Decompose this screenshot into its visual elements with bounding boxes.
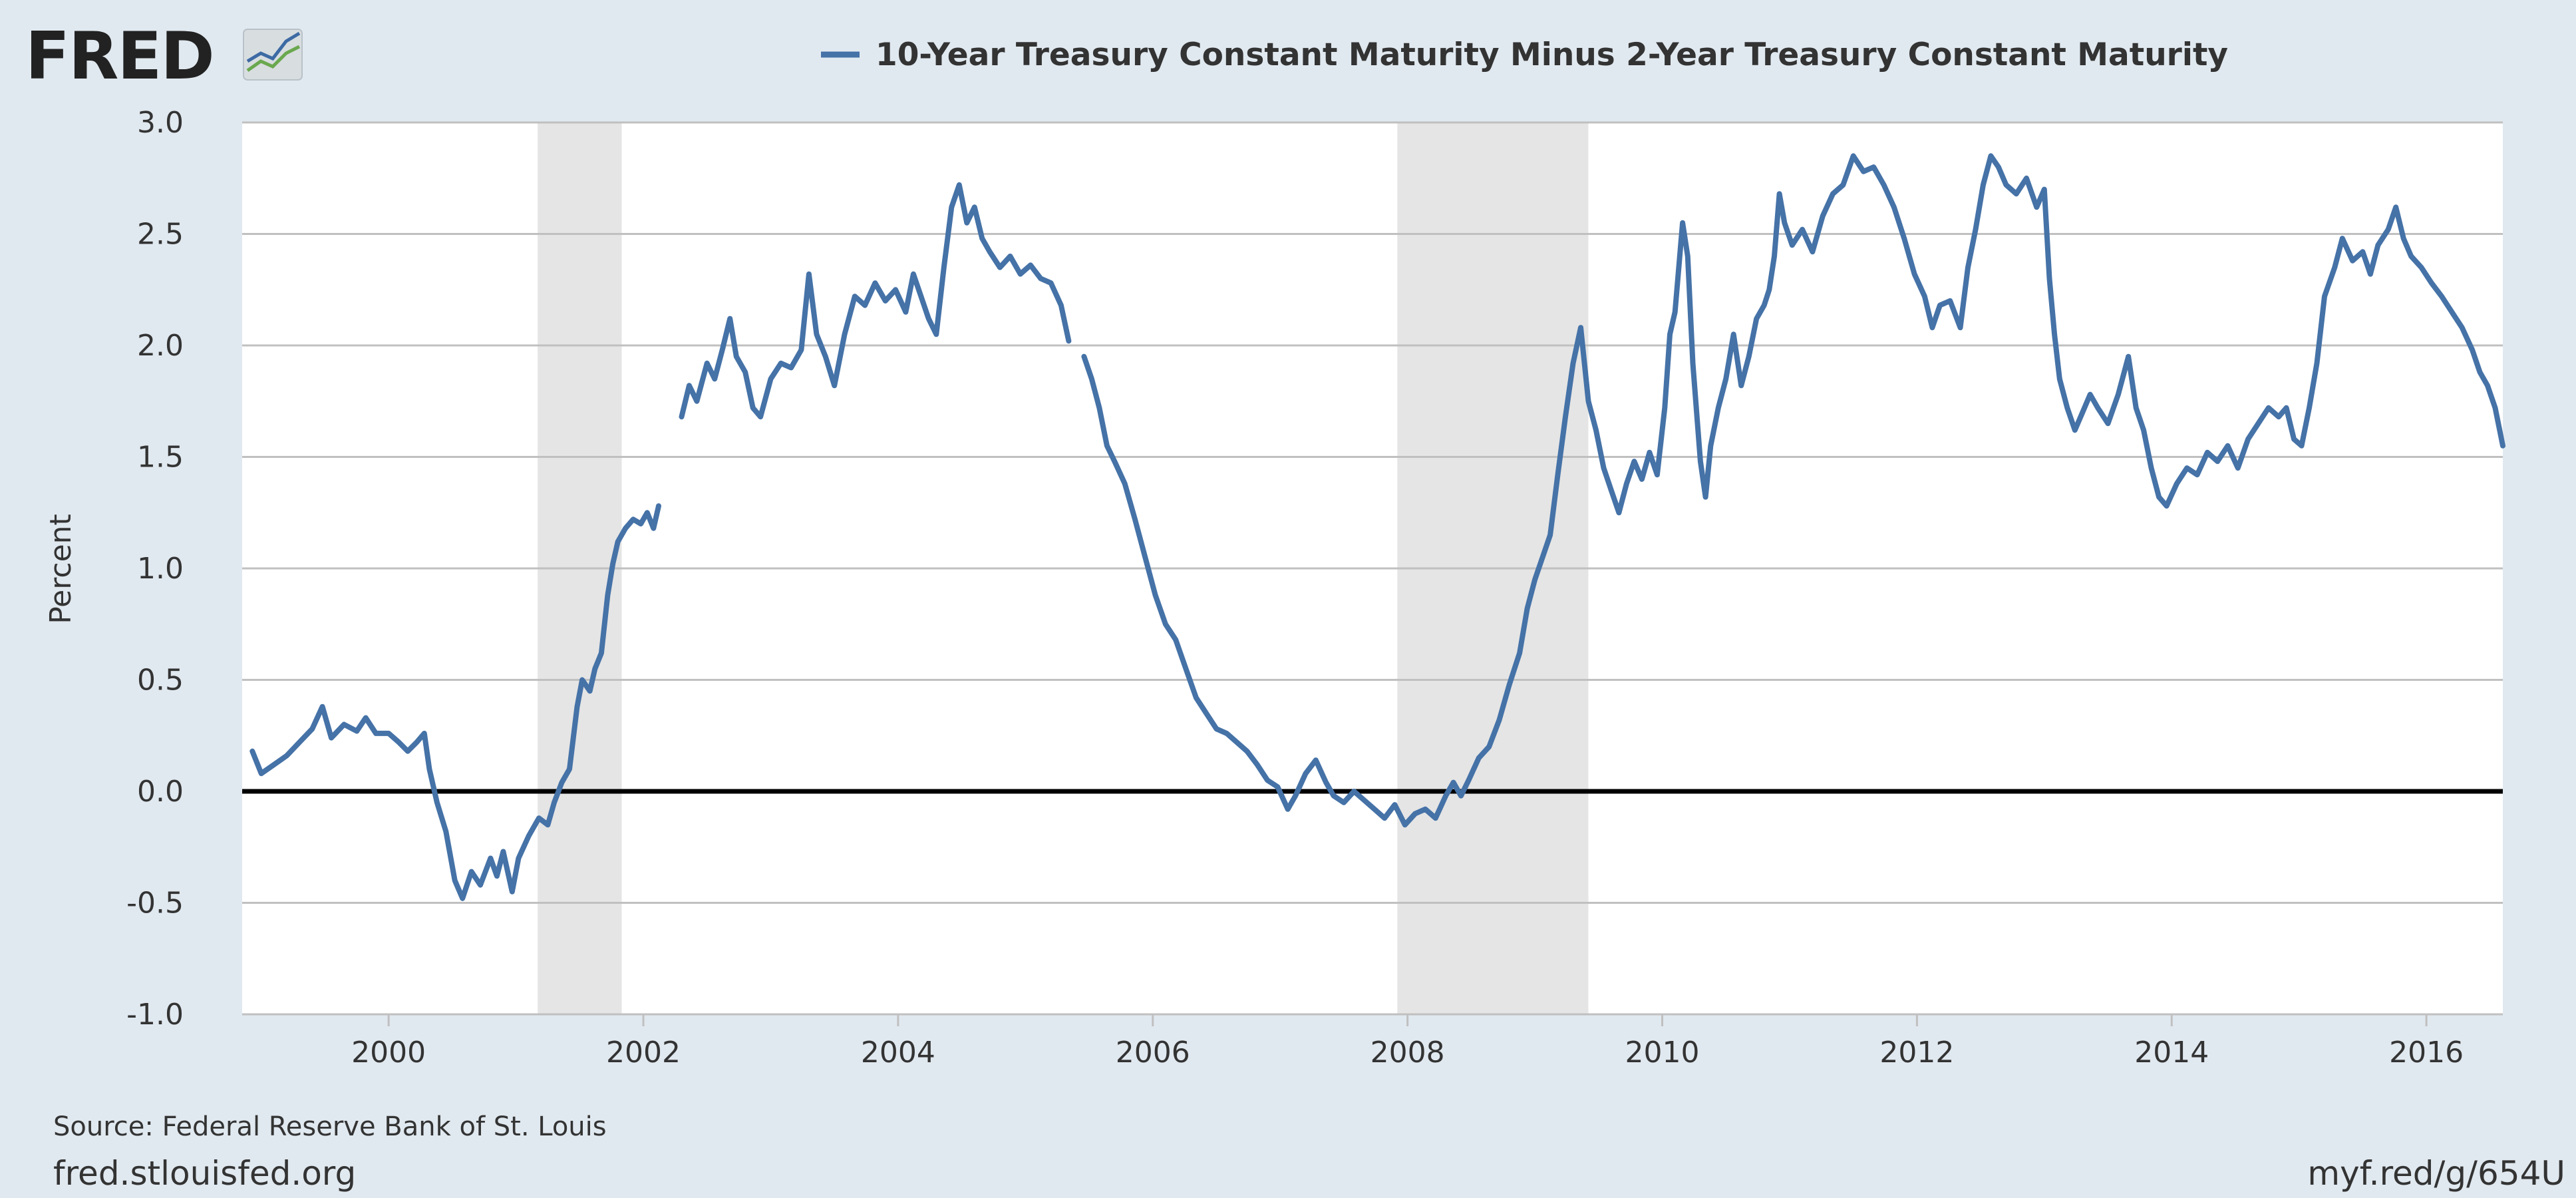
series-line-segment-1 (249, 503, 661, 901)
x-tick-label: 2004 (861, 1036, 935, 1070)
source-note: Source: Federal Reserve Bank of St. Loui… (53, 1111, 607, 1142)
x-tick-label: 2006 (1116, 1036, 1190, 1070)
x-tick-label: 2008 (1370, 1036, 1445, 1070)
fred-logo-text: FRED (25, 19, 214, 95)
x-tick-label: 2010 (1625, 1036, 1700, 1070)
y-tick-label: 2.5 (137, 218, 184, 252)
y-axis-ticks: 3.0 2.5 2.0 1.5 1.0 0.5 0.0 -0.5 -1.0 (126, 106, 184, 1032)
logo-icon-line-blue (246, 31, 301, 63)
x-tick-label: 2016 (2389, 1036, 2464, 1070)
logo-icon-line-green (246, 45, 301, 73)
series-line-segment-3 (1081, 153, 2505, 828)
x-tick-label: 2000 (351, 1036, 426, 1070)
site-link[interactable]: fred.stlouisfed.org (53, 1154, 356, 1193)
y-tick-label: 0.0 (137, 775, 184, 809)
series-line-segment-2 (679, 182, 1072, 420)
short-link[interactable]: myf.red/g/654U (2307, 1154, 2565, 1193)
x-axis-ticks: 2000 2002 2004 2006 2008 2010 2012 2014 2016 (351, 1014, 2464, 1070)
y-tick-label: 1.0 (137, 552, 184, 586)
x-tick-label: 2014 (2134, 1036, 2209, 1070)
y-tick-label: 2.0 (137, 329, 184, 363)
y-tick-label: -0.5 (126, 887, 184, 920)
logo-chart-icon (243, 29, 303, 81)
y-axis-title: Percent (44, 514, 78, 624)
legend-label: 10-Year Treasury Constant Maturity Minus… (876, 37, 2228, 73)
y-tick-label: 1.5 (137, 441, 184, 475)
y-tick-label: -1.0 (126, 998, 184, 1032)
y-tick-label: 0.5 (137, 664, 184, 698)
x-tick-label: 2002 (606, 1036, 681, 1070)
series-lines (249, 153, 2505, 901)
y-tick-label: 3.0 (137, 106, 184, 140)
x-tick-label: 2012 (1879, 1036, 1954, 1070)
legend: 10-Year Treasury Constant Maturity Minus… (821, 37, 2228, 73)
fred-logo[interactable]: FRED (25, 19, 303, 95)
